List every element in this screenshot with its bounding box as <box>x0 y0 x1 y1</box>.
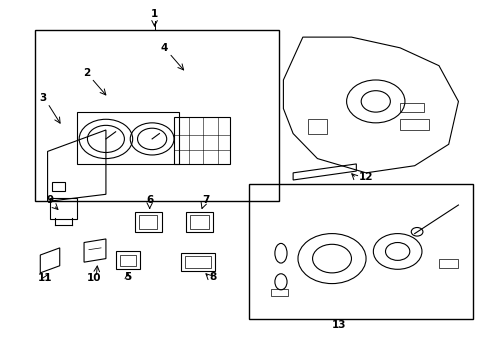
Text: 13: 13 <box>331 320 346 330</box>
Bar <box>50 198 77 219</box>
Bar <box>52 182 64 191</box>
Bar <box>185 256 211 268</box>
Text: 7: 7 <box>202 195 209 205</box>
Text: 1: 1 <box>151 9 158 19</box>
Bar <box>438 258 458 267</box>
Bar <box>307 119 326 134</box>
Bar <box>399 103 424 112</box>
Text: 4: 4 <box>160 44 167 53</box>
Text: 5: 5 <box>124 272 131 282</box>
Bar <box>249 184 472 319</box>
Bar <box>399 119 428 130</box>
Text: 2: 2 <box>82 68 90 78</box>
Text: 6: 6 <box>146 195 153 205</box>
Bar <box>119 255 135 266</box>
Text: 10: 10 <box>86 273 101 283</box>
Text: 8: 8 <box>209 272 216 282</box>
Text: 12: 12 <box>358 172 372 182</box>
Bar <box>35 30 278 202</box>
Bar <box>139 215 157 229</box>
Bar <box>271 289 287 296</box>
Bar <box>181 253 215 271</box>
Text: 11: 11 <box>38 273 52 283</box>
Bar <box>186 212 212 232</box>
Text: 3: 3 <box>39 93 46 103</box>
Text: 9: 9 <box>46 195 54 205</box>
Bar <box>116 251 140 269</box>
Bar <box>135 212 162 232</box>
Bar <box>174 117 229 164</box>
Bar <box>190 215 208 229</box>
